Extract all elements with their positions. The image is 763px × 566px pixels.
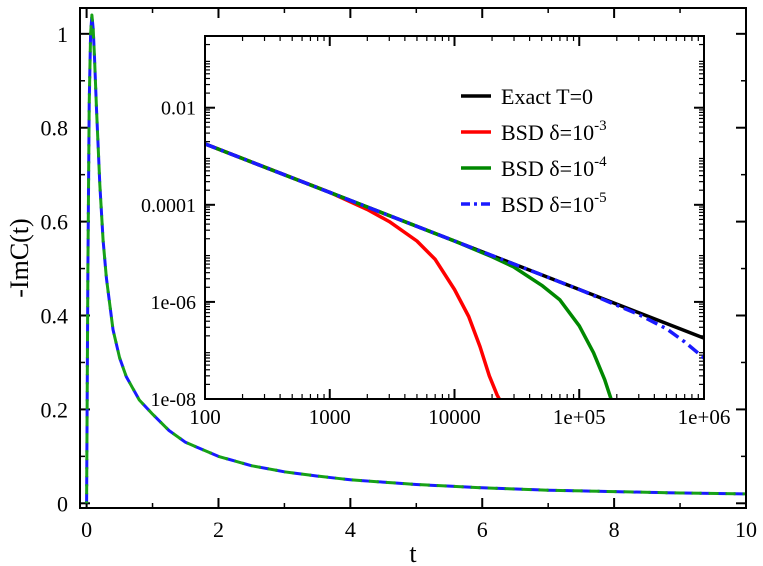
main-series-group xyxy=(85,13,747,504)
main-series-line-1 xyxy=(85,13,747,504)
main-y-tick-label: 0.4 xyxy=(41,304,69,329)
inset-background xyxy=(205,36,704,399)
inset-x-tick-label: 1e+05 xyxy=(553,405,606,429)
legend-label-3: BSD δ=10-5 xyxy=(501,190,607,217)
main-x-tick-label: 8 xyxy=(609,517,620,542)
main-plot: 0 2 4 6 8 10 0 0.2 0.4 0.6 0.8 1 t -ImC(t) xyxy=(5,7,757,566)
main-y-tick-label: 0.6 xyxy=(41,210,69,235)
legend-exponent-2: -4 xyxy=(594,154,607,170)
main-plot-frame xyxy=(79,7,747,509)
inset-y-tick-label: 1e-08 xyxy=(150,389,196,411)
inset-series-group xyxy=(205,142,704,399)
main-y-tick-label: 1 xyxy=(57,22,68,47)
main-y-tick-label: 0.8 xyxy=(41,116,69,141)
legend-exponent-3: -5 xyxy=(594,190,607,206)
inset-series-line-3 xyxy=(205,142,704,360)
main-x-tick-label: 4 xyxy=(345,517,356,542)
inset-y-tick-label: 0.0001 xyxy=(141,195,196,217)
main-series-line-0 xyxy=(85,13,747,504)
inset-x-tick-label: 10000 xyxy=(428,405,481,429)
inset-x-tick-label: 1e+06 xyxy=(678,405,731,429)
inset-y-tick-labels: 1e-08 1e-06 0.0001 0.01 xyxy=(141,98,196,411)
inset-plot-frame xyxy=(204,35,705,400)
main-y-tick-label: 0.2 xyxy=(41,397,69,422)
inset-series-line-1 xyxy=(205,142,502,399)
legend-exponent-1: -3 xyxy=(594,118,607,134)
inset-x-tick-label: 100 xyxy=(189,405,221,429)
main-x-tick-label: 2 xyxy=(213,517,224,542)
main-y-tick-labels: 0 0.2 0.4 0.6 0.8 1 xyxy=(41,22,69,516)
inset-x-tick-label: 1000 xyxy=(309,405,351,429)
inset-y-tick-label: 0.01 xyxy=(161,98,196,120)
main-y-tick-label: 0 xyxy=(57,491,68,516)
inset-x-tick-labels: 100 1000 10000 1e+05 1e+06 xyxy=(189,405,730,429)
inset-series-line-2 xyxy=(205,142,613,399)
main-y-axis-label: -ImC(t) xyxy=(5,218,34,297)
inset-plot: 100 1000 10000 1e+05 1e+06 1e-08 1e-06 0.0001 0… xyxy=(141,35,730,429)
main-x-tick-label: 10 xyxy=(735,517,757,542)
main-x-tick-label: 6 xyxy=(477,517,488,542)
main-x-tick-labels: 0 2 4 6 8 10 xyxy=(81,517,757,542)
legend-label-2: BSD δ=10-4 xyxy=(501,154,607,181)
inset-y-tick-label: 1e-06 xyxy=(150,292,196,314)
inset-legend: Exact T=0 BSD δ=10-3 BSD δ=10-4 BSD δ=10-5 xyxy=(461,84,607,217)
main-x-tick-label: 0 xyxy=(81,517,92,542)
legend-label-0: Exact T=0 xyxy=(501,84,593,109)
legend-label-1: BSD δ=10-3 xyxy=(501,118,607,145)
main-x-axis-label: t xyxy=(409,539,417,566)
